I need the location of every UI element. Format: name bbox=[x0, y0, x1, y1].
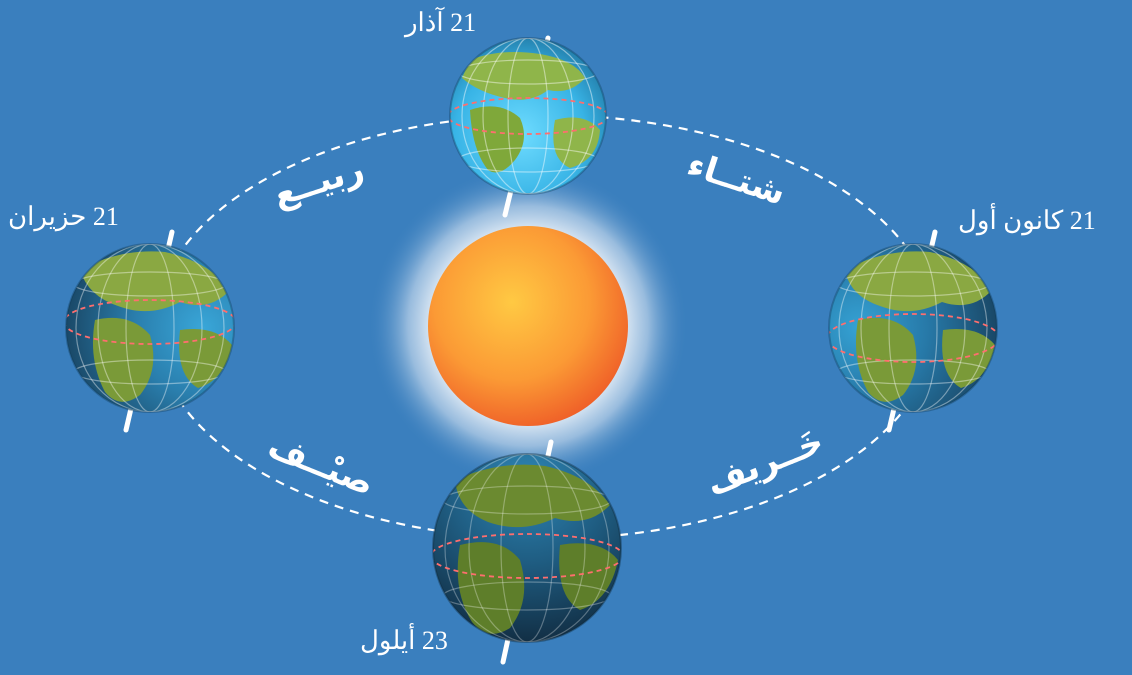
date-label-march: 21 آذار bbox=[405, 8, 477, 37]
earth-globe-september bbox=[432, 439, 622, 665]
sun bbox=[368, 166, 688, 486]
date-label-june: 21 حزيران bbox=[8, 202, 119, 231]
earth-globe-december bbox=[828, 229, 998, 433]
date-label-september: 23 أيلول bbox=[360, 626, 448, 655]
earth-globe-june bbox=[65, 229, 235, 433]
sun-body bbox=[428, 226, 628, 426]
date-label-december: 21 كانون أول bbox=[958, 206, 1096, 235]
